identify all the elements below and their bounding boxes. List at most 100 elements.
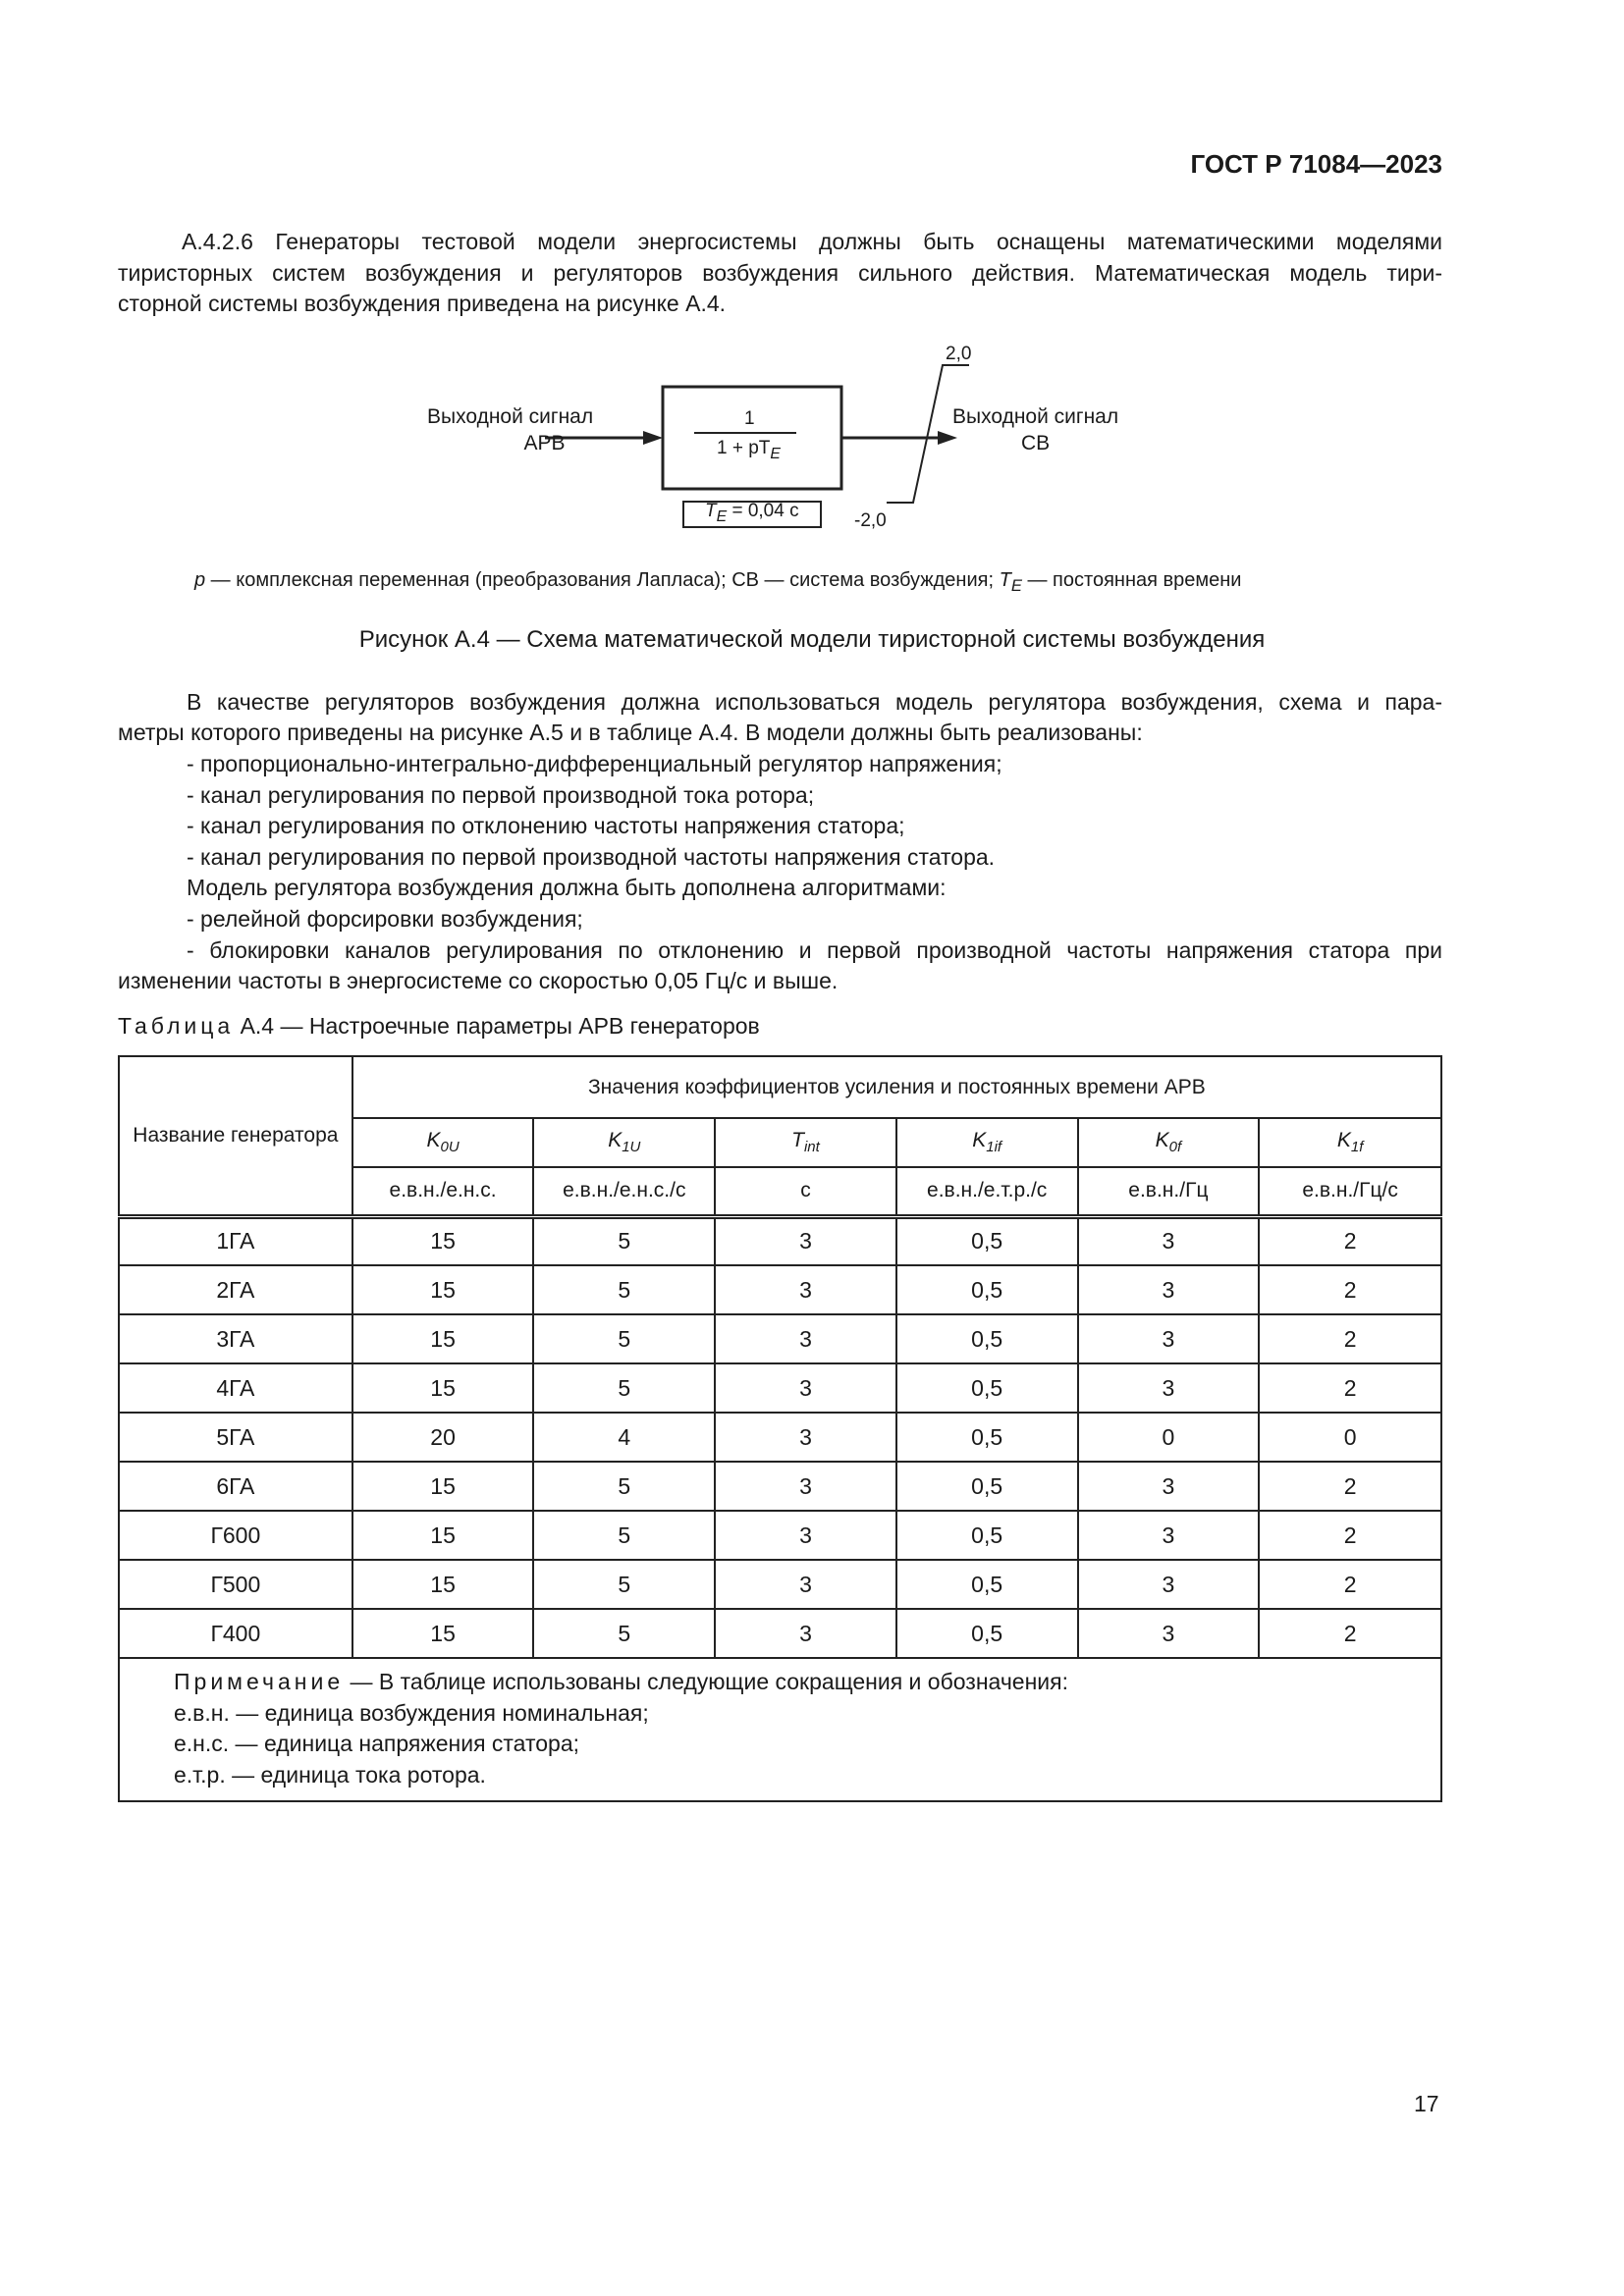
value-cell: 0,5 bbox=[894, 1362, 1079, 1414]
figure-legend: p — комплексная переменная (преобразован… bbox=[194, 569, 1242, 595]
value-cell: 20 bbox=[351, 1412, 535, 1463]
unit-header: е.в.н./Гц bbox=[1076, 1166, 1261, 1217]
list-item: - канал регулирования по первой производ… bbox=[187, 844, 996, 870]
table-caption: Таблица А.4 — Настроечные параметры АРВ … bbox=[118, 1013, 760, 1039]
value-cell: 3 bbox=[1076, 1313, 1261, 1364]
value-cell: 15 bbox=[351, 1362, 535, 1414]
param-header: K0f bbox=[1076, 1117, 1261, 1168]
generator-name-cell: 2ГА bbox=[118, 1264, 353, 1315]
value-cell: 3 bbox=[1076, 1461, 1261, 1512]
value-cell: 2 bbox=[1258, 1362, 1442, 1414]
list-item: - блокировки каналов регулирования по от… bbox=[187, 937, 1442, 963]
output-label: Выходной сигнал СВ bbox=[952, 405, 1119, 454]
table-row: Г600 15 5 3 0,5 3 2 bbox=[118, 1510, 1442, 1561]
document-header: ГОСТ Р 71084—2023 bbox=[1190, 149, 1442, 179]
value-cell: 3 bbox=[714, 1362, 897, 1414]
table-row: 6ГА 15 5 3 0,5 3 2 bbox=[118, 1461, 1442, 1512]
value-cell: 2 bbox=[1258, 1510, 1442, 1561]
generator-name-cell: 3ГА bbox=[118, 1313, 353, 1364]
value-cell: 3 bbox=[1076, 1559, 1261, 1610]
table-row: Г500 15 5 3 0,5 3 2 bbox=[118, 1559, 1442, 1610]
value-cell: 3 bbox=[714, 1215, 897, 1266]
value-cell: 15 bbox=[351, 1510, 535, 1561]
paragraph-line: тиристорных систем возбуждения и регулят… bbox=[118, 260, 1442, 286]
generator-name-cell: 1ГА bbox=[118, 1215, 353, 1266]
limit-max-label: 2,0 bbox=[946, 344, 972, 364]
table-note: Примечание — В таблице использованы след… bbox=[118, 1656, 1442, 1803]
paragraph-line: изменении частоты в энергосистеме со ско… bbox=[118, 968, 839, 993]
value-cell: 3 bbox=[714, 1264, 897, 1315]
value-cell: 3 bbox=[714, 1412, 897, 1463]
value-cell: 0,5 bbox=[894, 1608, 1079, 1659]
value-cell: 0,5 bbox=[894, 1461, 1079, 1512]
value-cell: 0,5 bbox=[894, 1559, 1079, 1610]
limit-min-label: -2,0 bbox=[854, 510, 887, 531]
param-header: K1f bbox=[1258, 1117, 1442, 1168]
value-cell: 5 bbox=[532, 1215, 717, 1266]
generator-name-cell: 5ГА bbox=[118, 1412, 353, 1463]
value-cell: 15 bbox=[351, 1608, 535, 1659]
generator-name-cell: Г500 bbox=[118, 1559, 353, 1610]
value-cell: 5 bbox=[532, 1362, 717, 1414]
paragraph-line: метры которого приведены на рисунке А.5 … bbox=[118, 720, 1143, 745]
value-cell: 3 bbox=[714, 1559, 897, 1610]
generator-name-cell: Г400 bbox=[118, 1608, 353, 1659]
value-cell: 0,5 bbox=[894, 1215, 1079, 1266]
list-item: - канал регулирования по отклонению част… bbox=[187, 813, 905, 838]
value-cell: 15 bbox=[351, 1264, 535, 1315]
denominator: 1 + pTE bbox=[717, 438, 781, 462]
value-cell: 3 bbox=[714, 1461, 897, 1512]
value-cell: 5 bbox=[532, 1510, 717, 1561]
param-header: K1U bbox=[532, 1117, 717, 1168]
value-cell: 4 bbox=[532, 1412, 717, 1463]
list-item: - канал регулирования по первой производ… bbox=[187, 782, 815, 808]
value-cell: 0 bbox=[1076, 1412, 1261, 1463]
value-cell: 0,5 bbox=[894, 1264, 1079, 1315]
param-label: TE = 0,04 с bbox=[705, 501, 799, 525]
generator-name-cell: 4ГА bbox=[118, 1362, 353, 1414]
figure-caption: Рисунок А.4 — Схема математической модел… bbox=[358, 626, 1266, 653]
group-header: Значения коэффициентов усиления и постоя… bbox=[351, 1055, 1443, 1119]
value-cell: 3 bbox=[1076, 1510, 1261, 1561]
table-row: 5ГА 20 4 3 0,5 0 0 bbox=[118, 1412, 1442, 1463]
generator-name-cell: Г600 bbox=[118, 1510, 353, 1561]
value-cell: 3 bbox=[1076, 1264, 1261, 1315]
page-number: 17 bbox=[1414, 2091, 1439, 2116]
output-arrowhead bbox=[938, 431, 957, 445]
numerator: 1 bbox=[744, 408, 755, 429]
value-cell: 2 bbox=[1258, 1313, 1442, 1364]
table-row: 2ГА 15 5 3 0,5 3 2 bbox=[118, 1264, 1442, 1315]
param-header: Tint bbox=[714, 1117, 897, 1168]
value-cell: 0 bbox=[1258, 1412, 1442, 1463]
value-cell: 2 bbox=[1258, 1264, 1442, 1315]
unit-header: е.в.н./Гц/с bbox=[1258, 1166, 1442, 1217]
value-cell: 15 bbox=[351, 1559, 535, 1610]
list-item: - пропорционально-интегрально-дифференци… bbox=[187, 751, 1002, 776]
value-cell: 0,5 bbox=[894, 1313, 1079, 1364]
value-cell: 3 bbox=[714, 1510, 897, 1561]
value-cell: 2 bbox=[1258, 1608, 1442, 1659]
value-cell: 5 bbox=[532, 1608, 717, 1659]
table-row: 4ГА 15 5 3 0,5 3 2 bbox=[118, 1362, 1442, 1414]
name-header: Название генератора bbox=[118, 1055, 353, 1219]
param-header: K0U bbox=[351, 1117, 535, 1168]
value-cell: 3 bbox=[1076, 1362, 1261, 1414]
list-item: - релейной форсировки возбуждения; bbox=[187, 906, 583, 932]
table-row: 3ГА 15 5 3 0,5 3 2 bbox=[118, 1313, 1442, 1364]
table-row: Г400 15 5 3 0,5 3 2 bbox=[118, 1608, 1442, 1659]
paragraph-line: Модель регулятора возбуждения должна быт… bbox=[187, 875, 947, 900]
param-header: K1if bbox=[894, 1117, 1079, 1168]
value-cell: 5 bbox=[532, 1313, 717, 1364]
value-cell: 3 bbox=[714, 1608, 897, 1659]
input-label: Выходной сигнал АРВ bbox=[427, 405, 594, 454]
unit-header: е.в.н./е.т.р./с bbox=[894, 1166, 1079, 1217]
paragraph-line: сторной системы возбуждения приведена на… bbox=[118, 291, 727, 316]
value-cell: 5 bbox=[532, 1461, 717, 1512]
value-cell: 15 bbox=[351, 1461, 535, 1512]
input-arrowhead bbox=[643, 431, 663, 445]
unit-header: е.в.н./е.н.с. bbox=[351, 1166, 535, 1217]
diagram-lines bbox=[545, 364, 969, 528]
value-cell: 2 bbox=[1258, 1461, 1442, 1512]
table-row: 1ГА 15 5 3 0,5 3 2 bbox=[118, 1215, 1442, 1266]
